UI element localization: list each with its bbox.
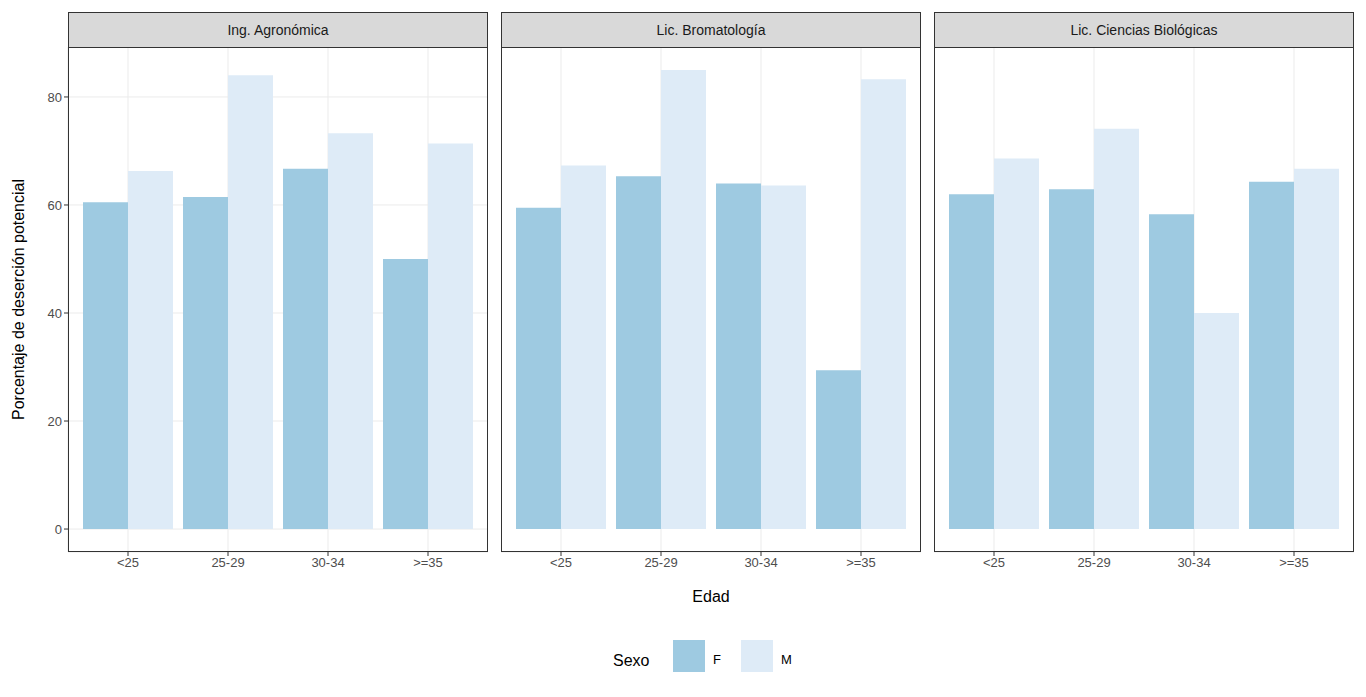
svg-text:30-34: 30-34 — [1177, 555, 1210, 570]
svg-text:25-29: 25-29 — [1077, 555, 1110, 570]
html-text:Ing. Agronómica: Ing. Agronómica — [227, 22, 329, 38]
svg-text:Edad: Edad — [692, 588, 729, 605]
html-text:Lic. Bromatología: Lic. Bromatología — [656, 22, 766, 38]
svg-text:>=35: >=35 — [846, 555, 876, 570]
svg-text:40: 40 — [48, 306, 62, 321]
svg-text:Sexo: Sexo — [613, 652, 650, 669]
svg-text:M: M — [781, 652, 792, 667]
svg-text:<25: <25 — [983, 555, 1005, 570]
svg-text:60: 60 — [48, 198, 62, 213]
svg-text:<25: <25 — [550, 555, 572, 570]
svg-text:25-29: 25-29 — [644, 555, 677, 570]
svg-text:>=35: >=35 — [413, 555, 443, 570]
svg-text:80: 80 — [48, 90, 62, 105]
svg-text:20: 20 — [48, 414, 62, 429]
svg-text:0: 0 — [55, 522, 62, 537]
svg-text:<25: <25 — [117, 555, 139, 570]
svg-text:Porcentaje de deserción potenc: Porcentaje de deserción potencial — [10, 179, 27, 420]
svg-text:F: F — [713, 652, 721, 667]
svg-text:30-34: 30-34 — [744, 555, 777, 570]
html-text:Lic. Ciencias Biológicas: Lic. Ciencias Biológicas — [1070, 22, 1218, 38]
svg-text:>=35: >=35 — [1279, 555, 1309, 570]
svg-text:25-29: 25-29 — [211, 555, 244, 570]
svg-text:30-34: 30-34 — [311, 555, 344, 570]
